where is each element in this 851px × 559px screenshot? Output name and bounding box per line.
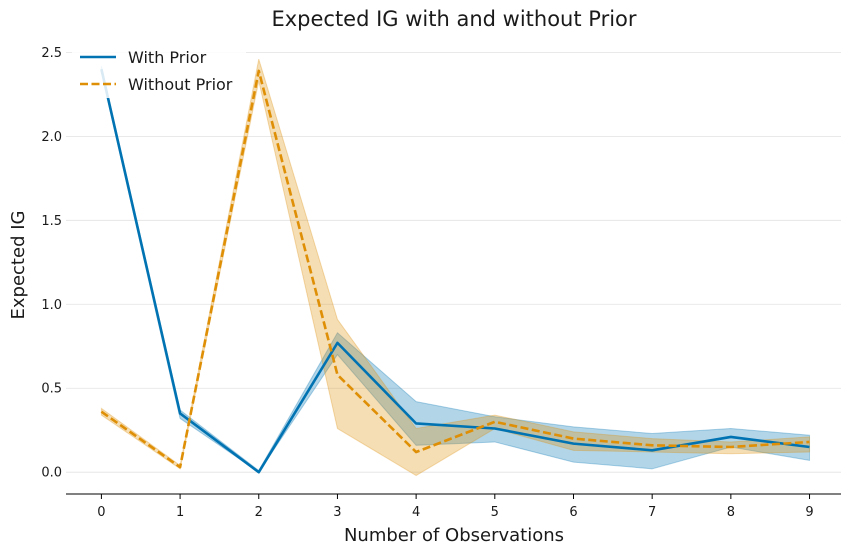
x-tick-label: 5 <box>491 505 499 520</box>
x-tick-label: 3 <box>333 505 341 520</box>
y-tick-label: 1.0 <box>41 298 62 313</box>
without-prior-band <box>100 58 811 477</box>
y-tick-label: 0.0 <box>41 466 62 481</box>
x-tick-label: 0 <box>97 505 105 520</box>
y-tick-label: 2.5 <box>41 46 62 61</box>
y-axis-title: Expected IG <box>8 211 29 320</box>
x-tick-label: 4 <box>412 505 420 520</box>
x-tick-label: 1 <box>176 505 184 520</box>
axes: 0.0 0.5 1.0 1.5 2.0 2.5 0 1 2 3 4 5 6 7 8 9 <box>41 46 841 520</box>
x-tick-label: 7 <box>648 505 656 520</box>
without-prior-line <box>100 69 810 469</box>
legend-label-with-prior: With Prior <box>128 48 207 67</box>
legend-box <box>72 42 246 98</box>
series-lines <box>100 68 810 474</box>
x-axis-title: Number of Observations <box>344 525 564 546</box>
x-tick-label: 2 <box>255 505 263 520</box>
with-prior-band <box>100 65 811 473</box>
legend-label-without-prior: Without Prior <box>128 75 233 94</box>
y-tick-label: 1.5 <box>41 214 62 229</box>
with-prior-line <box>100 68 810 474</box>
chart-title: Expected IG with and without Prior <box>271 7 636 31</box>
x-tick-label: 6 <box>569 505 577 520</box>
y-tick-label: 2.0 <box>41 130 62 145</box>
confidence-bands <box>100 58 811 477</box>
x-tick-label: 9 <box>805 505 813 520</box>
x-tick-label: 8 <box>727 505 735 520</box>
y-tick-label: 0.5 <box>41 382 62 397</box>
legend: With Prior Without Prior <box>72 42 246 98</box>
